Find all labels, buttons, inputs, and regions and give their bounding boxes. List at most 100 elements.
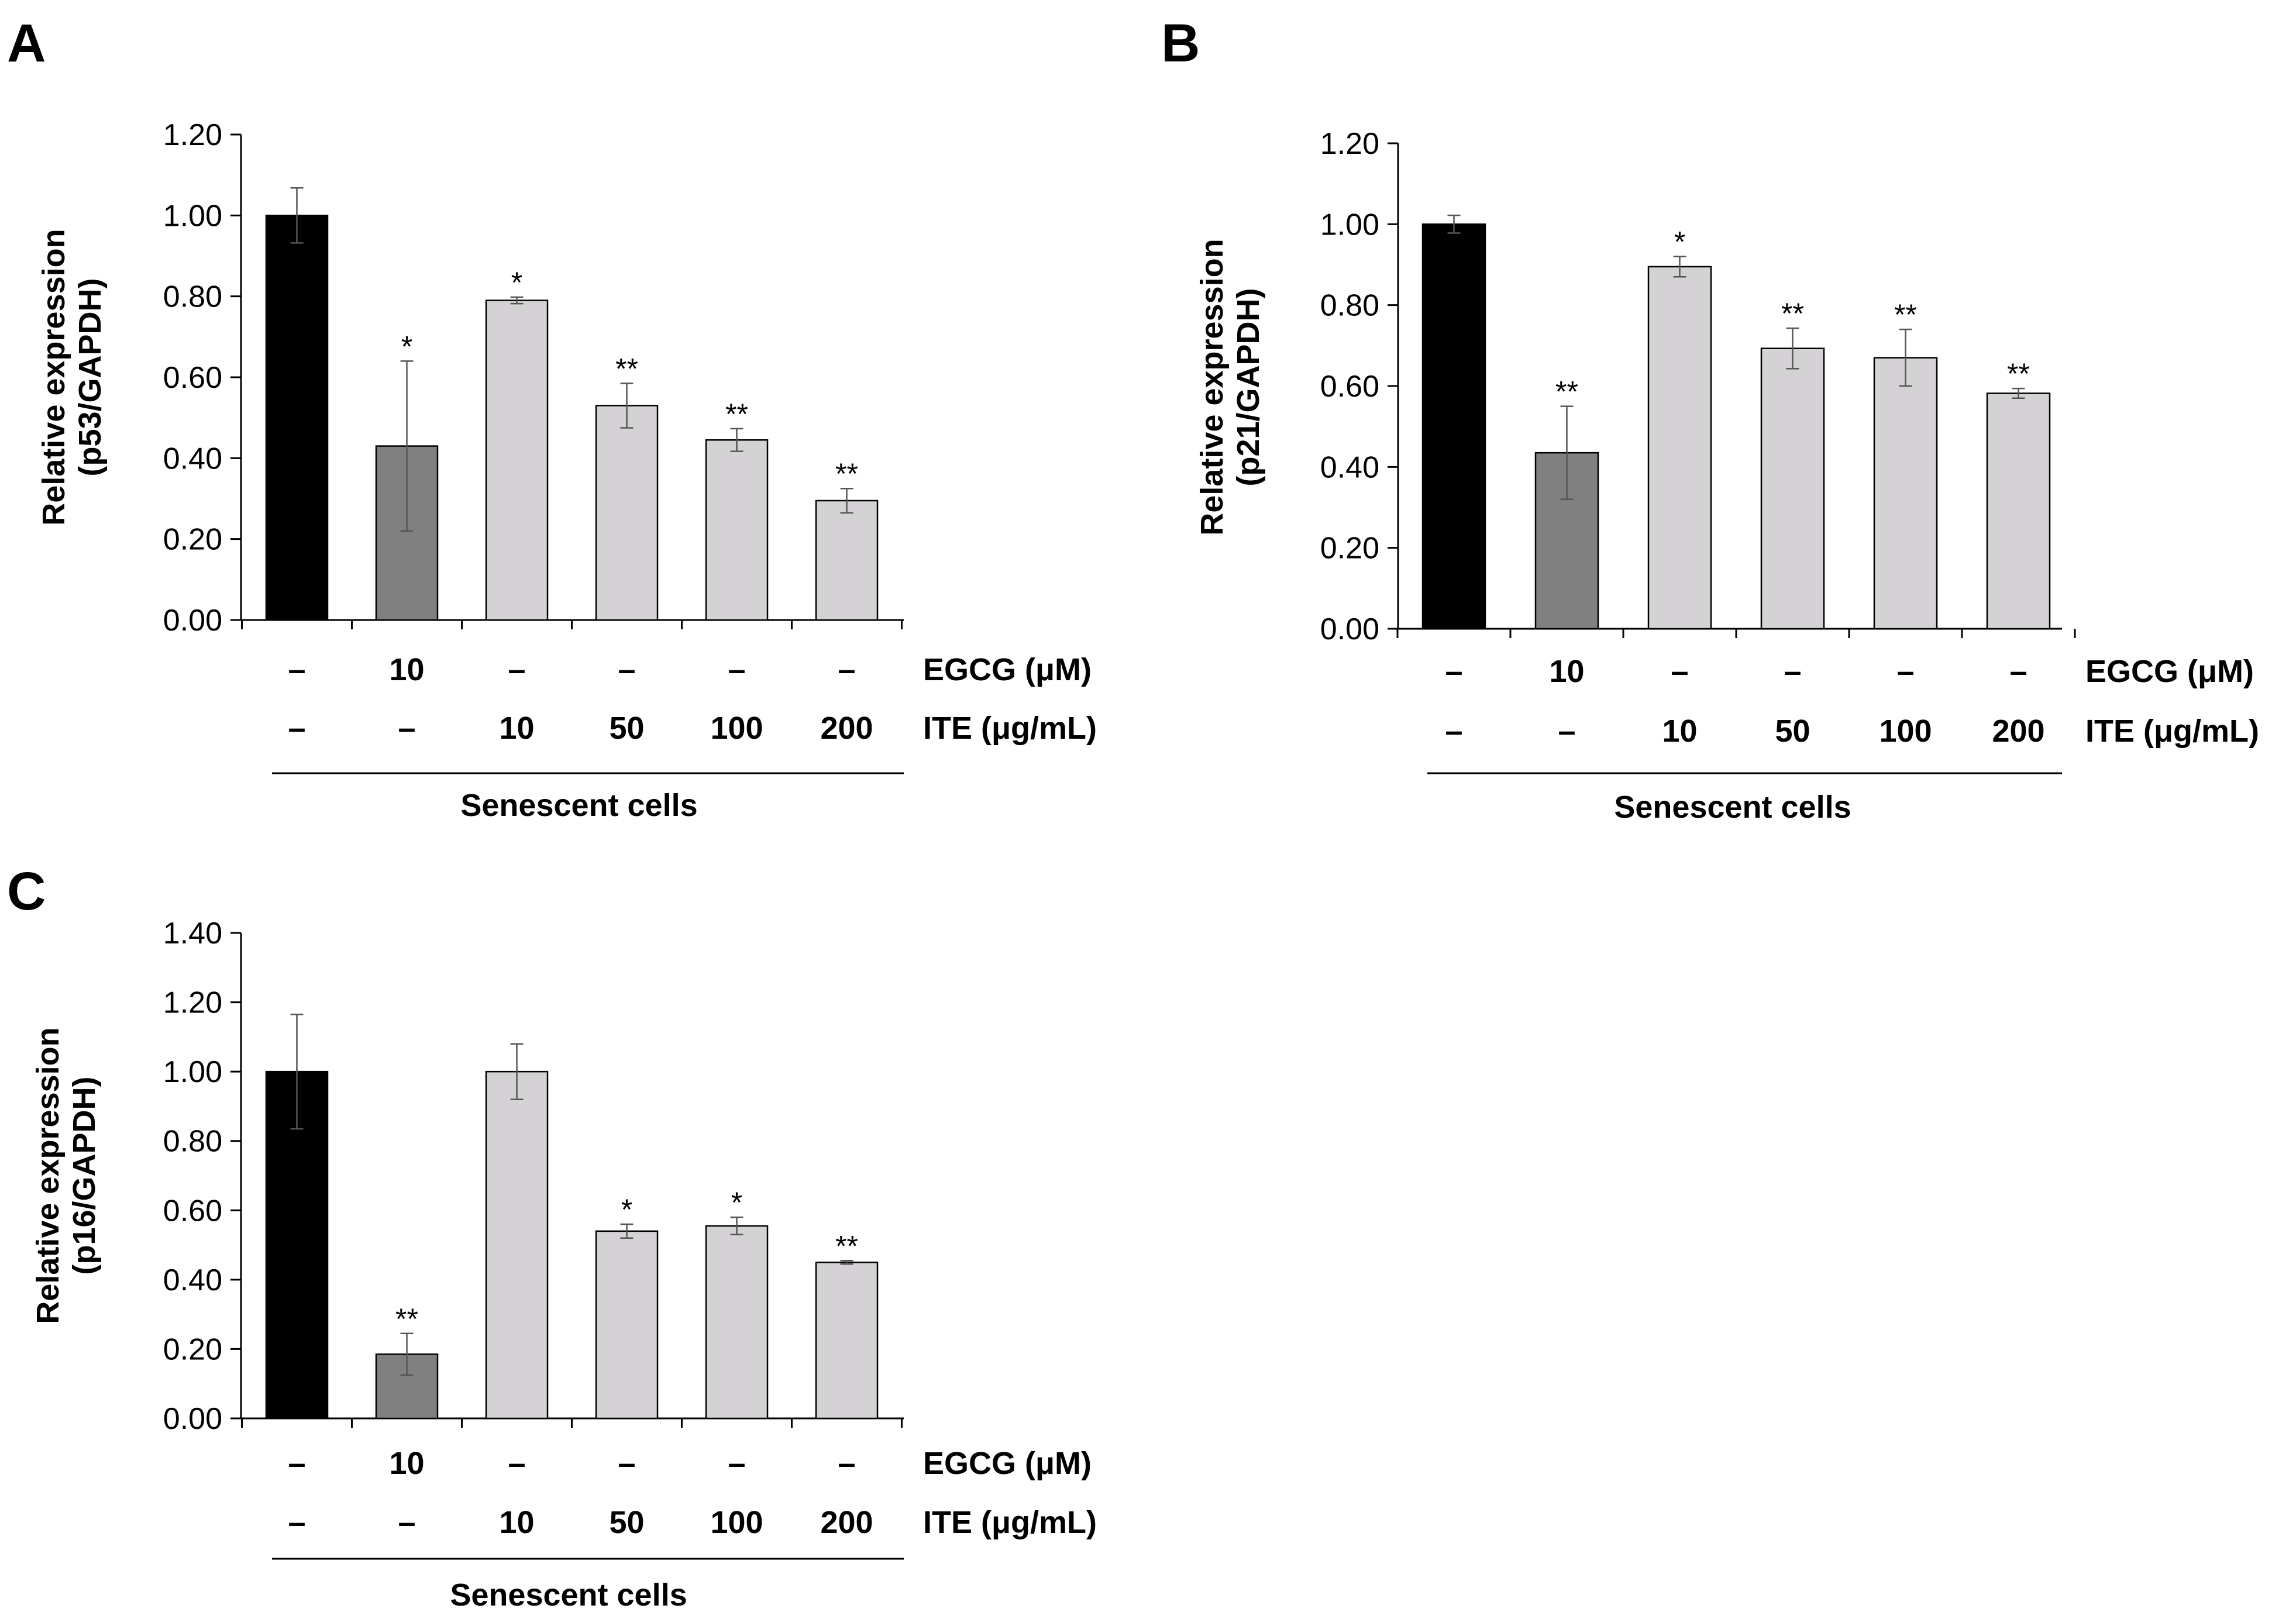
significance-mark: * xyxy=(621,1193,632,1226)
condition-value: 100 xyxy=(710,1505,763,1540)
bar-4 xyxy=(595,1230,659,1420)
condition-value: – xyxy=(288,652,305,687)
y-tick-label: 0.00 xyxy=(1320,612,1379,646)
significance-mark: ** xyxy=(395,1303,418,1335)
y-axis-label: Relative expression (p53/GAPDH) xyxy=(36,229,108,525)
condition-label: EGCG (μM) xyxy=(923,652,1092,687)
y-axis-label-line2: (p53/GAPDH) xyxy=(73,278,108,476)
bar-5 xyxy=(705,1225,769,1420)
y-tick-label: 1.20 xyxy=(1320,127,1379,161)
group-label: Senescent cells xyxy=(450,1577,687,1613)
y-axis-label-line2: (p16/GAPDH) xyxy=(67,1076,102,1274)
chart-panel-b: B 0.00 0.20 0.40 0.60 0.80 1.00 1.20 Relative ex… xyxy=(1161,13,2259,825)
condition-value: 200 xyxy=(820,711,873,746)
condition-value: – xyxy=(618,652,635,687)
bar-3 xyxy=(1647,266,1712,630)
bar-6 xyxy=(815,500,879,621)
y-tick-label: 0.60 xyxy=(163,1194,222,1228)
significance-mark: * xyxy=(511,266,522,299)
significance-mark: * xyxy=(401,330,412,363)
condition-value: – xyxy=(288,711,305,746)
y-tick-label: 0.40 xyxy=(1320,450,1379,484)
bar-5 xyxy=(1873,357,1938,630)
y-tick-label: 1.40 xyxy=(163,917,222,950)
condition-value: 100 xyxy=(1879,714,1932,749)
y-tick-label: 0.80 xyxy=(163,1125,222,1159)
panel-letter: A xyxy=(7,13,46,73)
y-tick-label: 0.40 xyxy=(163,1263,222,1297)
significance-mark: ** xyxy=(835,1229,858,1262)
condition-value: 50 xyxy=(609,1505,644,1540)
condition-value: – xyxy=(838,1446,855,1481)
condition-value: – xyxy=(508,652,525,687)
condition-value: 10 xyxy=(499,1505,534,1540)
significance-mark: ** xyxy=(615,352,638,385)
condition-value: – xyxy=(728,1446,745,1481)
y-tick-label: 0.80 xyxy=(163,280,222,314)
bar-1 xyxy=(1421,223,1486,630)
condition-label: EGCG (μM) xyxy=(923,1446,1092,1481)
y-tick-label: 0.60 xyxy=(163,361,222,395)
condition-value: 50 xyxy=(1775,714,1810,749)
group-label: Senescent cells xyxy=(1614,790,1851,825)
y-tick-label: 1.00 xyxy=(1320,208,1379,242)
condition-value: 10 xyxy=(389,652,424,687)
significance-mark: ** xyxy=(725,398,748,430)
bar-3 xyxy=(485,1070,549,1420)
y-axis-label-line1: Relative expression xyxy=(1195,239,1230,535)
y-axis-label: Relative expression (p16/GAPDH) xyxy=(30,1027,102,1324)
panel-letter: B xyxy=(1161,13,1200,73)
bar-1 xyxy=(265,215,329,621)
condition-label: ITE (μg/mL) xyxy=(2085,714,2259,749)
y-tick-label: 0.20 xyxy=(1320,532,1379,566)
bar-6 xyxy=(1986,392,2051,630)
condition-value: – xyxy=(288,1505,305,1540)
condition-label: ITE (μg/mL) xyxy=(923,1505,1097,1540)
y-tick-label: 0.00 xyxy=(163,1402,222,1436)
bar-4 xyxy=(1760,347,1825,630)
bar-5 xyxy=(705,439,769,621)
y-tick-label: 0.60 xyxy=(1320,370,1379,404)
panel-letter: C xyxy=(7,862,46,921)
chart-panel-a: A 0.00 0.20 0.40 0.60 0.80 1.00 1.20 Relative ex… xyxy=(7,13,1097,823)
condition-value: – xyxy=(838,652,855,687)
significance-mark: * xyxy=(731,1186,742,1219)
bar-3 xyxy=(485,299,549,621)
y-tick-label: 1.20 xyxy=(163,986,222,1020)
y-axis-label-line1: Relative expression xyxy=(36,229,71,525)
y-axis-label-line1: Relative expression xyxy=(30,1027,66,1324)
significance-mark: ** xyxy=(1781,297,1804,330)
condition-value: – xyxy=(2009,654,2027,689)
condition-value: 10 xyxy=(499,711,534,746)
condition-value: – xyxy=(618,1446,635,1481)
bar-6 xyxy=(815,1261,879,1420)
chart-panel-c: C 0.00 0.20 0.40 0.60 0.80 1.00 1.20 1.40 Relativ… xyxy=(7,862,1097,1613)
condition-value: – xyxy=(398,1505,415,1540)
significance-mark: ** xyxy=(1555,376,1578,408)
condition-label: ITE (μg/mL) xyxy=(923,711,1097,746)
condition-value: – xyxy=(1784,654,1801,689)
condition-value: – xyxy=(508,1446,525,1481)
condition-value: 200 xyxy=(820,1505,873,1540)
y-tick-label: 0.20 xyxy=(163,1332,222,1366)
condition-value: 10 xyxy=(1549,654,1584,689)
condition-value: – xyxy=(1445,714,1462,749)
significance-mark: ** xyxy=(2007,357,2030,390)
condition-value: – xyxy=(1445,654,1462,689)
bar-4 xyxy=(595,405,659,621)
condition-value: – xyxy=(1671,654,1688,689)
condition-value: 50 xyxy=(609,711,644,746)
condition-value: – xyxy=(728,652,745,687)
condition-value: – xyxy=(1558,714,1575,749)
group-label: Senescent cells xyxy=(460,788,697,823)
condition-value: 10 xyxy=(1662,714,1697,749)
significance-mark: ** xyxy=(1894,298,1917,331)
condition-value: – xyxy=(288,1446,305,1481)
condition-value: – xyxy=(398,711,415,746)
condition-value: 200 xyxy=(1992,714,2044,749)
condition-value: 100 xyxy=(710,711,763,746)
significance-mark: ** xyxy=(835,457,858,490)
condition-label: EGCG (μM) xyxy=(2085,654,2254,689)
y-axis-label-line2: (p21/GAPDH) xyxy=(1231,288,1266,486)
